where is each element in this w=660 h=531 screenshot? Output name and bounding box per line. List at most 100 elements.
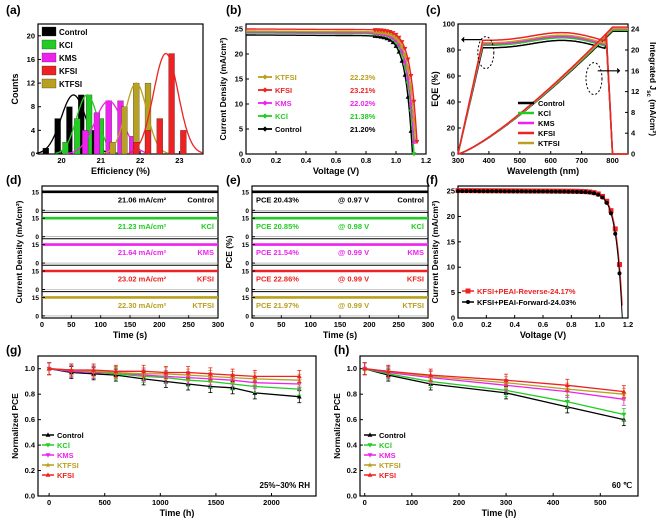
legend-value: 22.02% [350,99,376,108]
series-name: Control [187,195,214,204]
y-tick-label: 0.8 [347,390,357,399]
y-axis-label: Normalized PCE [10,393,20,459]
legend-swatch [41,78,57,89]
x-tick-label: 150 [334,320,347,329]
legend-label: KFSI [57,471,74,480]
legend-label: KFSI [59,67,77,76]
legend-label: KCl [379,441,392,450]
jv-marker [393,43,399,48]
y-axis-label: Counts [10,74,20,105]
highlight-ellipse [585,62,603,96]
legend-label: KCl [538,109,551,118]
x-tick-label: 1.2 [623,320,633,329]
y-tick-label: 4 [31,126,36,135]
y2-tick-label: 4 [631,129,636,138]
legend-value: 21.20% [350,125,376,134]
eqe-curve [457,37,628,155]
x-tick-label: 0 [47,498,51,507]
legend-swatch [41,26,57,37]
legend-label: Control [59,28,87,37]
x-tick-label: 400 [483,156,496,165]
jv-marker [402,46,408,52]
data-point [621,412,627,418]
jv-marker [394,35,398,40]
y-tick-label: 0 [245,313,249,320]
x-tick-label: 300 [452,156,465,165]
y2-tick-label: 24 [631,25,640,34]
jv-marker [411,139,417,144]
series-name: KFSI [197,275,214,284]
plot-frame [37,355,317,497]
y2-tick-label: 8 [631,108,635,117]
x-tick-label: 500 [594,498,607,507]
x-tick-label: 0 [40,320,44,329]
y-tick-label: 10 [235,100,243,109]
highlight-ellipse [477,36,495,70]
y-tick-label: 0 [35,234,39,241]
jv-curve [246,32,415,155]
y-tick-label: 15 [242,216,250,223]
y-tick-label: 15 [242,189,250,196]
x-axis-label: Voltage (V) [313,166,359,176]
pce-value: PCE 20.85% [256,222,299,231]
integrated-jsc-curve [457,26,628,155]
y2-axis-label: Integrated Jsc (mA/cm²) [645,42,658,136]
x-tick-label: 250 [392,320,405,329]
y-axis-label: Current Density (mA/cm²) [430,200,440,303]
y-tick-label: 1.0 [25,364,35,373]
y-tick-label: 0.8 [25,390,35,399]
legend-marker [466,300,470,304]
legend-marker [45,462,51,468]
eqe-curve [457,39,628,155]
panel-h: 0 100 200 300 400 500 0.0 0.2 0.4 0.6 0.8 1.0 Contro… [332,343,639,518]
y-tick-label: 15 [32,269,40,276]
series-name: KMS [407,248,424,257]
pce-value: PCE 21.97% [256,301,299,310]
legend-label: Control [379,431,406,440]
legend-label: KMS [57,451,74,460]
x-axis-label: Time (h) [160,508,195,518]
y2-tick-label: 12 [631,87,639,96]
panel-label: (e) [226,173,241,187]
y-axis-label: Current Density (mA/cm²) [14,200,24,303]
y-tick-label: 80 [447,46,455,55]
legend-marker [262,113,268,119]
histogram-bar [144,130,152,155]
voltage-value: @ 0.99 V [338,248,369,257]
series-name: KFSI [407,275,424,284]
panel-label: (f) [426,173,438,187]
y-tick-label: 0 [35,208,39,215]
y-tick-label: 20 [27,31,35,40]
legend-marker [262,74,268,80]
jv-marker [405,57,411,62]
gaussian-fit-line [128,52,204,154]
arrow-left-head [461,36,465,43]
series-name: KCl [201,222,214,231]
histogram-bar [62,142,69,155]
x-tick-label: 0.4 [509,320,520,329]
legend-swatch [41,39,57,50]
legend-label: KFSI [379,471,396,480]
y-tick-label: 0 [245,208,249,215]
x-axis-label: Time (s) [113,330,147,340]
current-density-value: 22.30 mA/cm² [118,301,167,310]
y-tick-label: 5 [451,288,455,297]
y-tick-label: 15 [32,242,40,249]
legend-marker [45,472,51,477]
current-density-value: 21.64 mA/cm² [118,248,167,257]
legend-label: KFSI+PEAI-Forward-24.03% [477,298,576,307]
y-tick-label: 100 [442,20,455,29]
y-tick-label: 0.2 [347,466,357,475]
y-tick-label: 0 [451,314,455,323]
y-tick-label: 60 [447,72,455,81]
y-tick-label: 15 [235,75,243,84]
x-tick-label: 500 [98,498,111,507]
legend-marker [367,443,373,448]
histogram-bar [180,130,187,155]
jv-curve [246,30,417,142]
y-tick-label: 15 [32,295,40,302]
y-tick-label: 0.4 [25,441,36,450]
histogram-bar [121,106,128,155]
jv-marker [391,33,395,38]
